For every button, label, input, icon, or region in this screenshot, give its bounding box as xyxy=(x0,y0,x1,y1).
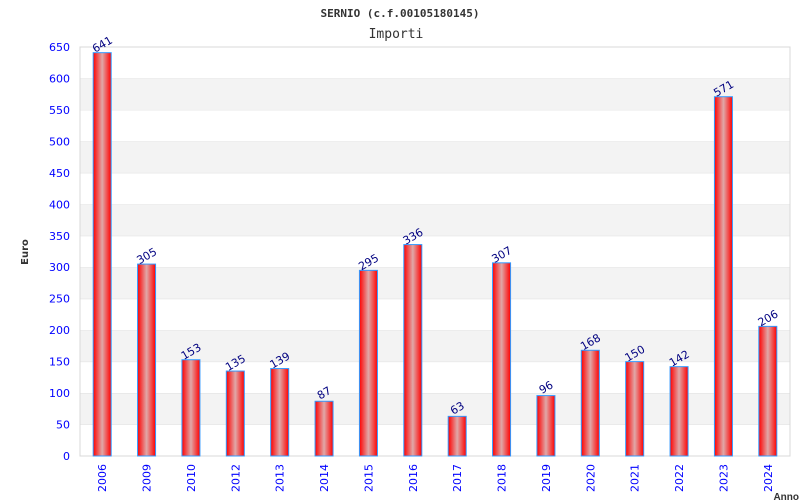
y-tick-label: 300 xyxy=(49,261,70,274)
x-tick-label: 2015 xyxy=(362,464,375,492)
value-label: 96 xyxy=(537,378,556,396)
bar xyxy=(225,370,245,457)
y-tick-label: 200 xyxy=(49,324,70,337)
grid-band xyxy=(80,298,790,331)
bar xyxy=(669,366,689,457)
grid-band xyxy=(80,78,790,110)
y-tick-label: 650 xyxy=(49,41,70,54)
plot-area-border xyxy=(79,46,791,457)
grid-band xyxy=(80,267,790,299)
bar xyxy=(625,361,645,457)
grid-band xyxy=(80,330,790,362)
grid-band xyxy=(80,204,790,236)
x-tick-label: 2006 xyxy=(96,464,109,492)
y-tick-label: 450 xyxy=(49,167,70,180)
grid-band xyxy=(80,141,790,173)
y-tick-label: 400 xyxy=(49,198,70,211)
bar xyxy=(92,52,112,457)
y-tick-label: 500 xyxy=(49,135,70,148)
bar xyxy=(536,395,556,457)
y-tick-label: 250 xyxy=(49,293,70,306)
bar xyxy=(181,359,201,457)
bar xyxy=(358,269,378,457)
bar xyxy=(758,325,778,457)
y-tick-label: 150 xyxy=(49,356,70,369)
bar xyxy=(403,244,423,457)
x-tick-label: 2016 xyxy=(407,464,420,492)
chart-title: SERNIO (c.f.00105180145) xyxy=(321,7,480,20)
y-tick-label: 100 xyxy=(49,387,70,400)
y-axis-label: Euro xyxy=(20,239,31,265)
x-tick-label: 2018 xyxy=(496,464,509,492)
x-tick-label: 2017 xyxy=(451,464,464,492)
value-label: 87 xyxy=(315,384,334,402)
bar xyxy=(447,415,467,457)
bar xyxy=(580,349,600,457)
x-tick-label: 2013 xyxy=(274,464,287,492)
x-tick-label: 2024 xyxy=(762,464,775,492)
bar xyxy=(713,96,733,457)
value-label: 63 xyxy=(448,399,467,417)
x-tick-label: 2009 xyxy=(141,464,154,492)
y-tick-label: 0 xyxy=(63,450,70,463)
bar xyxy=(492,262,512,457)
x-tick-label: 2021 xyxy=(629,464,642,492)
y-tick-label: 550 xyxy=(49,104,70,117)
grid-band xyxy=(80,47,790,79)
grid-band xyxy=(80,235,790,268)
x-tick-label: 2022 xyxy=(673,464,686,492)
x-axis-label: Anno xyxy=(773,492,799,500)
grid-band xyxy=(80,172,790,205)
y-tick-label: 350 xyxy=(49,230,70,243)
bar xyxy=(137,263,157,457)
x-tick-label: 2014 xyxy=(318,464,331,492)
x-tick-label: 2012 xyxy=(229,464,242,492)
x-tick-label: 2020 xyxy=(584,464,597,492)
y-tick-label: 600 xyxy=(49,72,70,85)
x-tick-label: 2010 xyxy=(185,464,198,492)
x-tick-label: 2023 xyxy=(717,464,730,492)
y-tick-label: 50 xyxy=(56,419,70,432)
x-tick-label: 2019 xyxy=(540,464,553,492)
chart-subtitle: Importi xyxy=(369,27,424,42)
bar xyxy=(270,368,290,457)
grid-band xyxy=(80,109,790,142)
bar xyxy=(314,400,334,457)
